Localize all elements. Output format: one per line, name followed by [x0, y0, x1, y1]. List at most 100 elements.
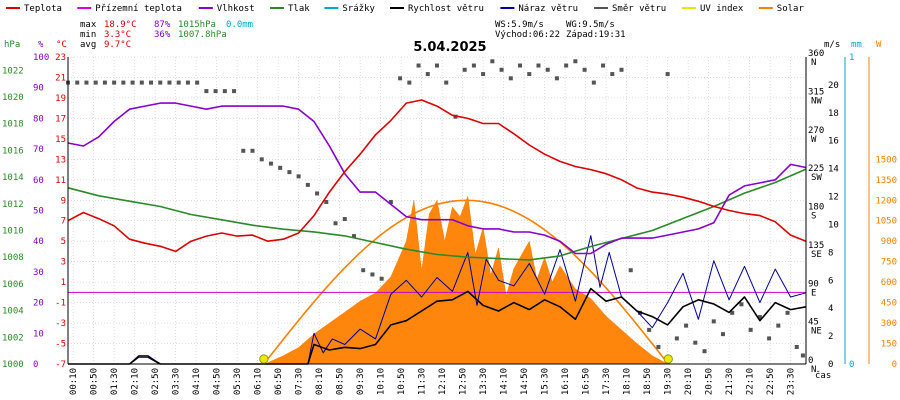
- plot-area: [66, 56, 807, 365]
- tick-time: 01:30: [110, 368, 120, 395]
- tick-humidity: 40: [33, 237, 44, 247]
- legend: Teplota Přízemní teplota Vlhkost Tlak Srážky…: [6, 4, 804, 14]
- wind-direction-point: [204, 89, 209, 94]
- tick-wind: 0: [828, 360, 833, 370]
- legend-label-temp: Teplota: [24, 4, 62, 14]
- tick-direction-degrees: 225: [808, 164, 824, 174]
- stat-min-label: min: [80, 30, 96, 40]
- tick-temperature: -7: [55, 360, 66, 370]
- tick-time: 20:10: [684, 368, 694, 395]
- tick-temperature: 11: [55, 176, 66, 186]
- tick-time: 09:30: [356, 368, 366, 395]
- wind-direction-point: [776, 323, 781, 328]
- wind-direction-point: [213, 89, 218, 94]
- tick-time: 19:30: [664, 368, 674, 395]
- series-solar-area: [264, 196, 668, 365]
- tick-direction-degrees: 315: [808, 87, 824, 97]
- wind-direction-point: [656, 344, 661, 349]
- tick-pressure: 1022: [2, 66, 24, 76]
- wind-direction-point: [268, 161, 273, 166]
- wind-direction-point: [93, 80, 98, 85]
- wind-direction-point: [785, 310, 790, 315]
- tick-wind: 4: [828, 304, 833, 314]
- tick-pressure: 1012: [2, 200, 24, 210]
- tick-time: 22:50: [766, 368, 776, 395]
- wind-direction-point: [75, 80, 80, 85]
- wind-direction-point: [232, 89, 237, 94]
- wind-direction-point: [720, 332, 725, 337]
- tick-pressure: 1020: [2, 93, 24, 103]
- wind-direction-point: [351, 234, 356, 239]
- tick-time: 11:30: [418, 368, 428, 395]
- tick-time: 16:10: [561, 368, 571, 395]
- tick-solar: 1350: [875, 176, 897, 186]
- wind-direction-point: [121, 80, 126, 85]
- tick-solar: 150: [881, 340, 897, 350]
- tick-direction-label: SW: [811, 173, 822, 183]
- wind-direction-point: [757, 315, 762, 320]
- wind-direction-point: [259, 157, 264, 162]
- tick-pressure: 1006: [2, 280, 24, 290]
- stat-sunset: Západ:19:31: [566, 30, 626, 40]
- tick-humidity: 60: [33, 176, 44, 186]
- tick-solar: 1200: [875, 196, 897, 206]
- stat-max-rain: 0.0mm: [226, 20, 253, 30]
- stat-max-press: 1015hPa: [178, 20, 216, 30]
- tick-temperature: -3: [55, 319, 66, 329]
- tick-direction-degrees: 270: [808, 126, 824, 136]
- tick-solar: 450: [881, 299, 897, 309]
- tick-humidity: 30: [33, 268, 44, 278]
- tick-temperature: -5: [55, 340, 66, 350]
- tick-pressure: 1000: [2, 360, 24, 370]
- axes: hPa% °C m/s mm Wčas1000100210041006100810101…: [2, 40, 897, 395]
- tick-temperature: 3: [61, 258, 66, 268]
- tick-pressure: 1014: [2, 173, 24, 183]
- wind-direction-point: [499, 67, 504, 72]
- tick-rain: 1: [849, 53, 854, 63]
- tick-temperature: 13: [55, 155, 66, 165]
- tick-solar: 900: [881, 237, 897, 247]
- wind-direction-point: [185, 80, 190, 85]
- tick-direction-label: NW: [811, 96, 822, 106]
- sunrise-marker: [259, 354, 269, 364]
- wind-direction-point: [481, 72, 486, 77]
- wind-direction-point: [333, 221, 338, 226]
- tick-solar: 0: [892, 360, 897, 370]
- wind-direction-point: [250, 148, 255, 153]
- wind-direction-point: [222, 89, 227, 94]
- wind-direction-point: [490, 59, 495, 64]
- unit-pressure: hPa: [4, 40, 20, 50]
- tick-temperature: 23: [55, 53, 66, 63]
- tick-time: 20:50: [705, 368, 715, 395]
- tick-time: 07:30: [295, 368, 305, 395]
- tick-time: 16:50: [582, 368, 592, 395]
- wind-direction-point: [388, 199, 393, 204]
- tick-direction-label: N: [811, 58, 816, 68]
- tick-time: 08:10: [315, 368, 325, 395]
- wind-direction-point: [195, 80, 200, 85]
- legend-label-gust: Náraz větru: [518, 4, 578, 14]
- wind-direction-point: [564, 63, 569, 68]
- wind-direction-point: [610, 72, 615, 77]
- tick-time: 06:50: [274, 368, 284, 395]
- tick-time: 02:10: [131, 368, 141, 395]
- unit-temperature: °C: [56, 40, 67, 50]
- tick-direction-label: SE: [811, 250, 822, 260]
- wind-direction-point: [176, 80, 181, 85]
- stat-sunrise: Východ:06:22: [495, 30, 560, 40]
- tick-pressure: 1004: [2, 307, 24, 317]
- tick-pressure: 1018: [2, 120, 24, 130]
- wind-direction-point: [647, 327, 652, 332]
- x-axis-label: čas: [815, 370, 831, 381]
- tick-direction-degrees: 90: [808, 279, 819, 289]
- legend-label-rain: Srážky: [342, 4, 375, 14]
- wind-direction-point: [407, 80, 412, 85]
- legend-label-feels: Přízemní teplota: [95, 4, 182, 14]
- wind-direction-point: [425, 72, 430, 77]
- tick-time: 08:50: [336, 368, 346, 395]
- wind-direction-point: [102, 80, 107, 85]
- stat-min-temp: 3.3°C: [104, 30, 131, 40]
- tick-temperature: 15: [55, 135, 66, 145]
- tick-time: 14:10: [500, 368, 510, 395]
